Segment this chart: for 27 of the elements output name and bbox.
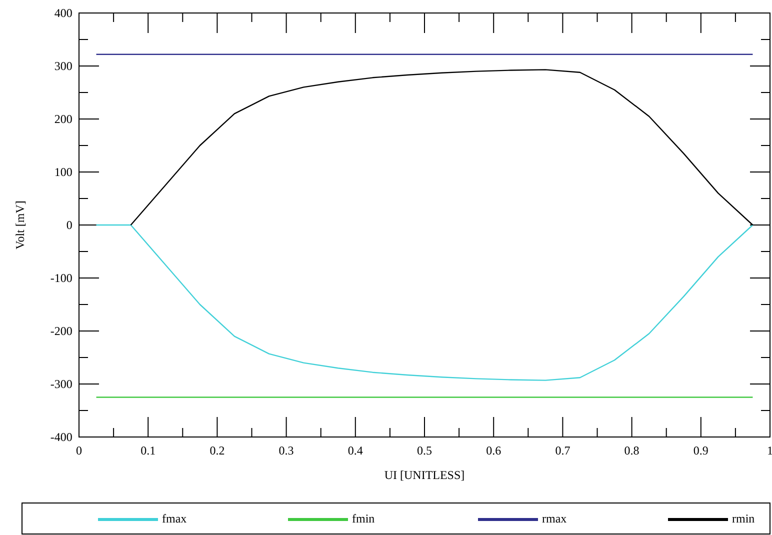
line-series <box>96 224 754 381</box>
x-tick-label: 0.8 <box>624 443 640 458</box>
x-tick-label: 0.5 <box>417 443 432 458</box>
y-tick-label: 200 <box>54 112 72 126</box>
x-tick-label: 1 <box>767 443 772 458</box>
legend-label: fmax <box>162 511 187 526</box>
x-tick-label: 0.2 <box>210 443 225 458</box>
y-tick-label: 100 <box>54 164 72 179</box>
y-tick-label: 400 <box>54 6 72 20</box>
legend-label: rmax <box>542 511 567 526</box>
x-tick-label: 0.9 <box>693 443 708 458</box>
y-tick-label: -400 <box>50 430 72 444</box>
legend-label: fmin <box>352 511 375 526</box>
y-axis-title: Volt [mV] <box>13 200 27 250</box>
x-tick-label: 0.1 <box>140 443 156 458</box>
y-tick-label: -100 <box>50 270 72 285</box>
x-tick-label: 0.6 <box>486 443 502 458</box>
y-tick-label: -300 <box>50 376 72 391</box>
x-tick-label: 0.7 <box>555 443 570 458</box>
y-tick-label: -200 <box>50 324 72 338</box>
x-tick-label: 0.4 <box>348 443 363 458</box>
x-tick-label: 0 <box>76 443 82 458</box>
x-tick-label: 0.3 <box>278 443 294 458</box>
y-tick-label: 0 <box>66 218 72 232</box>
legend-label: rmin <box>732 511 755 526</box>
y-tick-label: 300 <box>54 58 72 73</box>
x-axis-title: UI [UNITLESS] <box>384 468 465 482</box>
